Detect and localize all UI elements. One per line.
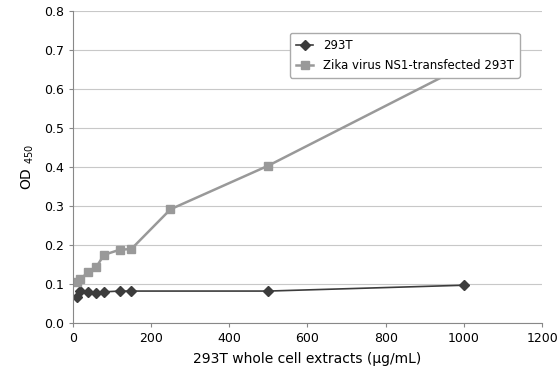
293T (116, 289, 123, 293)
293T (85, 290, 92, 294)
Legend: 293T, Zika virus NS1-transfected 293T: 293T, Zika virus NS1-transfected 293T (290, 33, 520, 78)
Zika virus NS1-transfected 293T (77, 277, 84, 282)
293T (101, 290, 107, 294)
293T (93, 290, 100, 295)
Zika virus NS1-transfected 293T (461, 63, 467, 68)
Zika virus NS1-transfected 293T (128, 247, 135, 251)
Line: 293T: 293T (73, 282, 467, 300)
Zika virus NS1-transfected 293T (93, 265, 100, 269)
Zika virus NS1-transfected 293T (101, 253, 107, 257)
293T (461, 283, 467, 288)
Line: Zika virus NS1-transfected 293T: Zika virus NS1-transfected 293T (73, 62, 468, 286)
Zika virus NS1-transfected 293T (265, 163, 272, 168)
Zika virus NS1-transfected 293T (167, 207, 174, 212)
Zika virus NS1-transfected 293T (116, 247, 123, 252)
X-axis label: 293T whole cell extracts (μg/mL): 293T whole cell extracts (μg/mL) (193, 352, 421, 366)
293T (128, 289, 135, 293)
293T (73, 294, 80, 299)
293T (77, 289, 84, 293)
293T (265, 289, 272, 293)
Zika virus NS1-transfected 293T (73, 280, 80, 284)
Text: OD $_{450}$: OD $_{450}$ (20, 144, 36, 190)
Zika virus NS1-transfected 293T (85, 269, 92, 274)
